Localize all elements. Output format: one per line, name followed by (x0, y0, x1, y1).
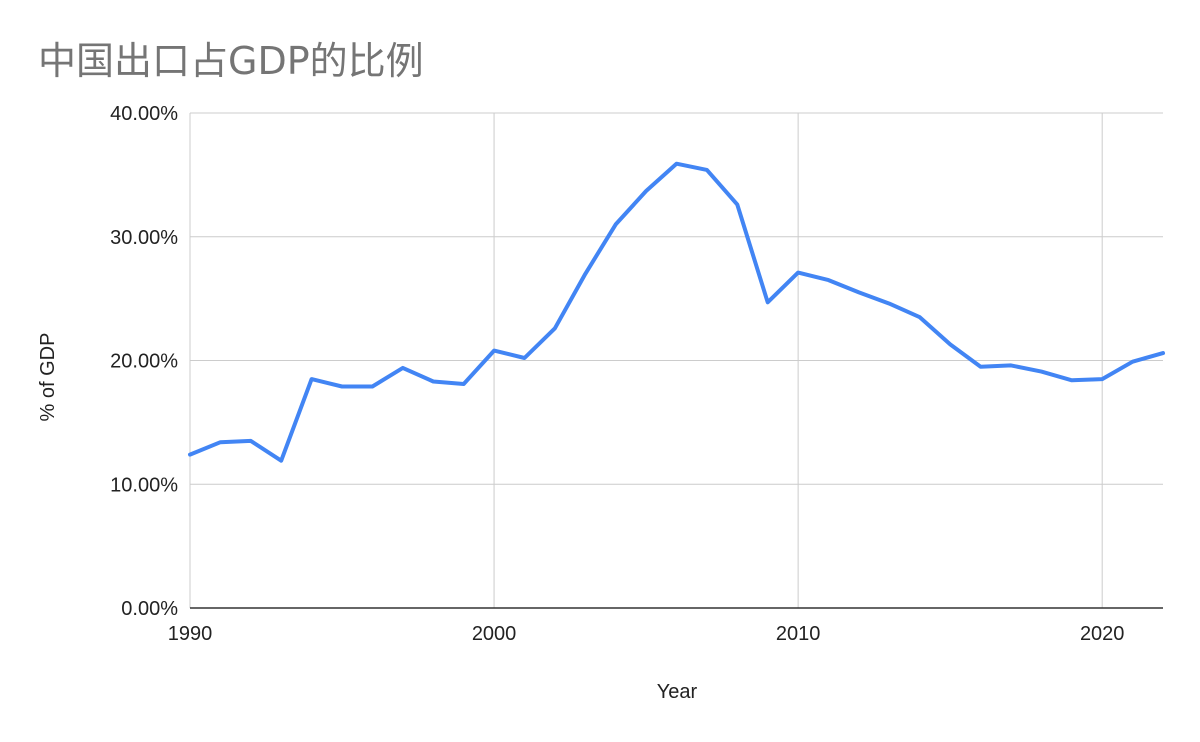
x-tick-label: 2010 (776, 623, 821, 645)
y-tick-label: 20.00% (110, 351, 178, 373)
chart-title: 中国出口占GDP的比例 (38, 39, 424, 83)
y-tick-label: 40.00% (110, 103, 178, 125)
series-layer (188, 161, 1165, 463)
x-axis-title: Year (657, 681, 698, 703)
x-tick-label: 2020 (1080, 623, 1125, 645)
y-tick-label: 30.00% (110, 227, 178, 249)
x-tick-label: 2000 (472, 623, 517, 645)
y-tick-label: 10.00% (110, 474, 178, 496)
y-tick-label: 0.00% (121, 598, 178, 620)
series-line (188, 161, 1165, 463)
gridlines (189, 112, 1163, 608)
x-tick-label: 1990 (168, 623, 213, 645)
y-axis-title: % of GDP (37, 333, 59, 422)
tick-labels: 0.00% 10.00% 20.00% 30.00% 40.00% 1990 2000 201… (110, 103, 1124, 645)
